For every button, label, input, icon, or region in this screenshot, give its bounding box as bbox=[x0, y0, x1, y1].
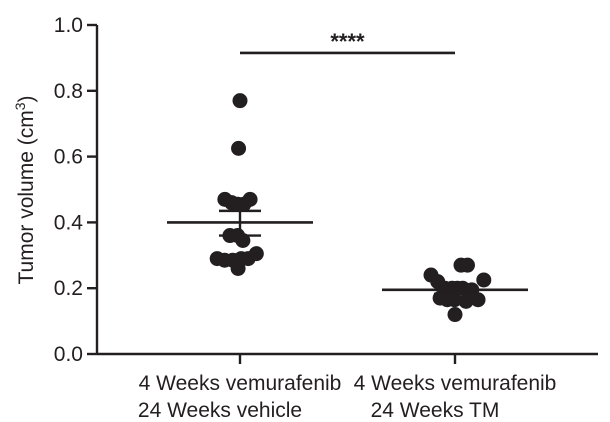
x-category-label-line1: 4 Weeks vemurafenib bbox=[354, 372, 557, 395]
x-category-label-line1: 4 Weeks vemurafenib bbox=[139, 372, 342, 395]
y-tick-label: 0.2 bbox=[54, 277, 83, 300]
data-point bbox=[231, 140, 247, 156]
data-point bbox=[470, 292, 486, 308]
group-0 bbox=[167, 93, 313, 276]
y-tick-label: 0.4 bbox=[54, 211, 84, 234]
y-tick-label: 0.8 bbox=[54, 80, 83, 103]
data-point bbox=[458, 293, 474, 309]
x-axis: 4 Weeks vemurafenib 24 Weeks vehicle 4 Wee… bbox=[97, 352, 598, 422]
y-tick-label: 0.6 bbox=[54, 146, 83, 169]
significance-label: **** bbox=[330, 29, 365, 54]
data-point bbox=[230, 260, 246, 276]
data-point bbox=[447, 307, 463, 323]
data-point bbox=[248, 246, 264, 262]
data-point bbox=[242, 191, 258, 207]
data-point bbox=[232, 93, 248, 109]
data-point bbox=[476, 272, 492, 288]
data-point bbox=[447, 292, 463, 308]
y-axis: 0.0 0.2 0.4 0.6 0.8 1.0 bbox=[54, 14, 99, 366]
y-axis-label: Tumor volume (cm3) bbox=[12, 95, 38, 284]
x-category-label-line2: 24 Weeks TM bbox=[371, 399, 500, 422]
significance-bracket-group: **** bbox=[240, 29, 455, 55]
data-point bbox=[459, 257, 475, 273]
y-tick-label: 1.0 bbox=[54, 14, 83, 37]
y-tick-label: 0.0 bbox=[54, 343, 83, 366]
x-category-label-line2: 24 Weeks vehicle bbox=[138, 399, 302, 422]
data-groups bbox=[167, 93, 528, 323]
group-1 bbox=[382, 257, 528, 323]
